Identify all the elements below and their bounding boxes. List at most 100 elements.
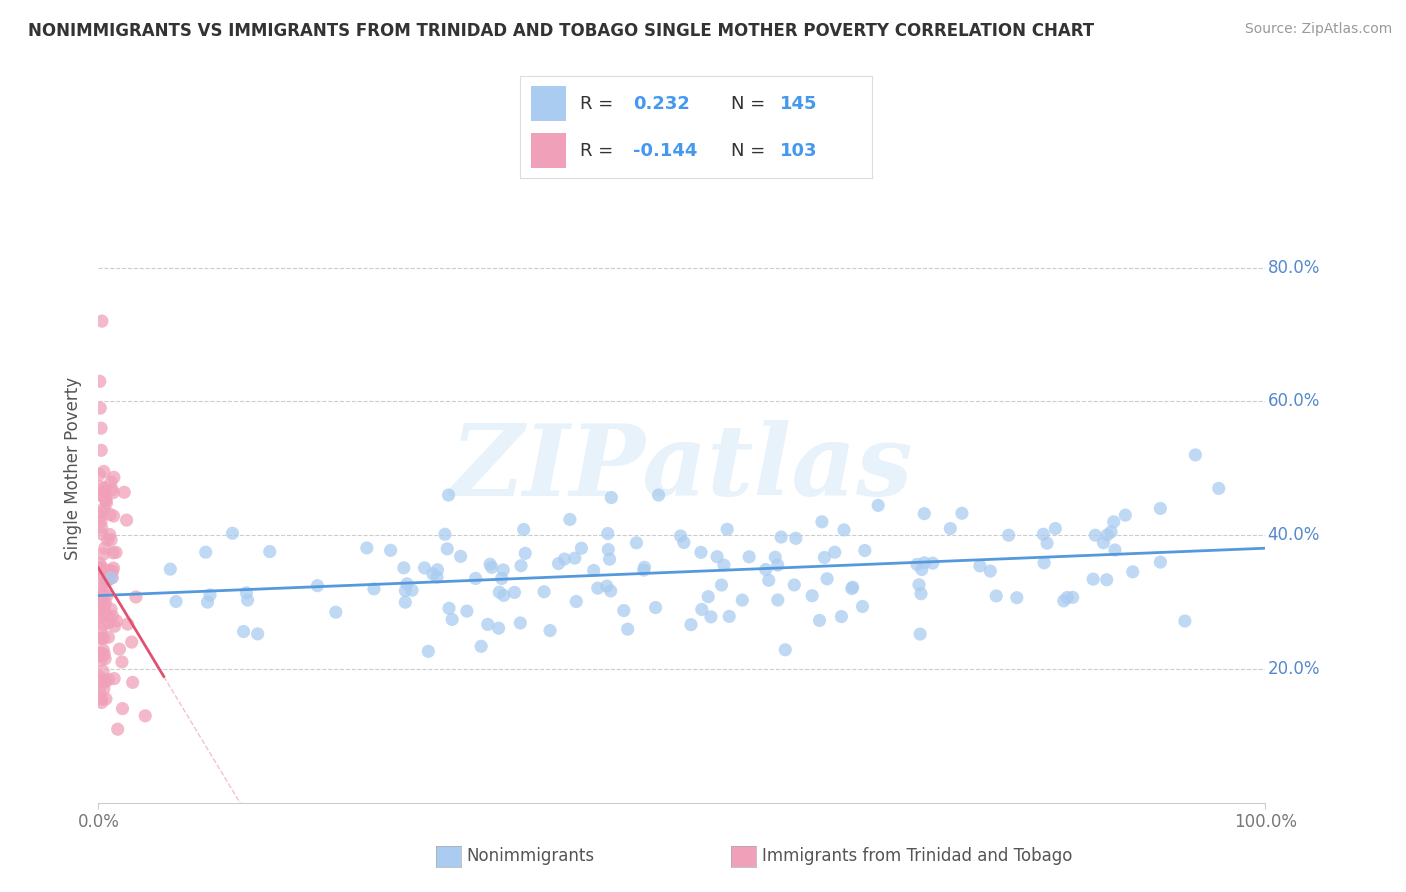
Point [441,612,464,626]
Point [93,631,115,645]
Point [91,665,114,679]
Point [89,561,111,575]
Point [90,488,112,502]
Point [433,527,456,541]
Point [492,588,515,602]
Point [197,595,219,609]
Point [90,632,112,646]
Text: Source: ZipAtlas.com: Source: ZipAtlas.com [1244,22,1392,37]
Point [89,375,111,389]
Point [775,642,797,657]
Point [1114,508,1136,523]
Point [111,655,134,669]
Point [100,571,122,585]
Text: -0.144: -0.144 [633,142,697,160]
Point [98,508,121,522]
Point [93,501,115,516]
Point [94,674,117,689]
Point [755,563,778,577]
Point [93,682,115,697]
Text: N =: N = [731,142,765,160]
Point [93,586,115,600]
Text: 145: 145 [780,95,818,112]
Point [766,558,789,572]
Point [571,541,593,556]
Point [613,603,636,617]
Point [101,609,124,624]
Point [633,563,655,577]
Point [235,586,257,600]
Point [90,696,112,710]
Point [679,617,702,632]
Point [697,590,720,604]
Point [488,585,510,599]
Point [1208,482,1230,496]
Point [492,563,515,577]
Point [538,624,561,638]
Point [91,647,114,661]
FancyBboxPatch shape [531,87,567,121]
Point [565,594,588,608]
Point [910,587,932,601]
Point [105,545,128,559]
Point [89,610,111,624]
Point [94,607,117,621]
Point [91,617,114,632]
Point [325,605,347,619]
Point [510,558,533,573]
Point [758,574,780,588]
Point [731,593,754,607]
Point [450,549,472,564]
Point [236,593,259,607]
Point [90,509,112,524]
Point [905,558,928,572]
Point [939,521,962,535]
Point [103,672,125,686]
Point [1149,501,1171,516]
Point [426,563,449,577]
Point [481,560,503,574]
Text: 80.0%: 80.0% [1268,259,1320,277]
Point [616,622,638,636]
Point [90,646,112,660]
Point [94,492,117,507]
Point [690,545,713,559]
Text: 0.232: 0.232 [633,95,689,112]
Point [841,582,863,596]
Point [87,648,110,663]
Point [90,581,112,595]
Point [1005,591,1028,605]
Point [599,552,621,566]
Point [90,653,112,667]
Point [690,602,713,616]
Point [512,523,534,537]
Point [94,652,117,666]
Point [713,558,735,572]
Point [246,627,269,641]
Point [94,575,117,590]
Point [1084,528,1107,542]
Point [738,549,761,564]
Point [912,507,935,521]
Point [479,558,502,572]
Point [1081,572,1104,586]
Point [456,604,478,618]
Point [134,708,156,723]
Point [91,570,114,584]
Point [89,631,111,645]
Point [986,589,1008,603]
Point [90,610,112,624]
Point [830,609,852,624]
Point [101,546,124,560]
Point [841,580,863,594]
Point [908,578,931,592]
Point [600,491,623,505]
Point [868,499,890,513]
Point [91,489,114,503]
Point [232,624,254,639]
Point [1036,536,1059,550]
Point [503,585,526,599]
Point [101,483,124,497]
Point [90,520,112,534]
Point [418,644,440,658]
